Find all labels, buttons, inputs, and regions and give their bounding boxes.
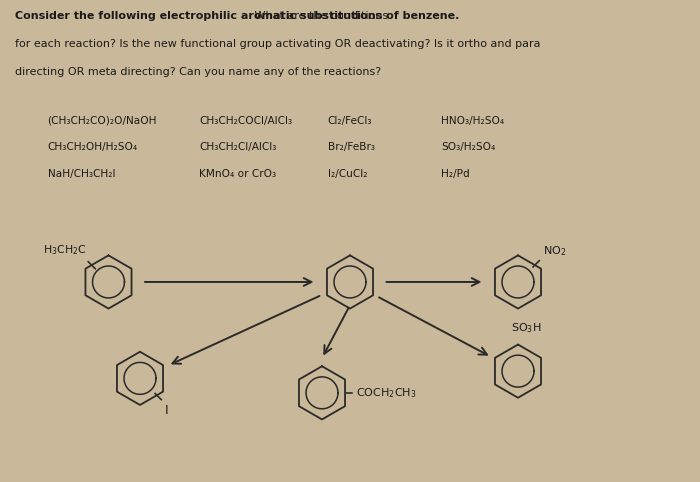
Text: CH₃CH₂COCI/AlCl₃: CH₃CH₂COCI/AlCl₃ xyxy=(199,116,293,126)
Text: Cl₂/FeCl₃: Cl₂/FeCl₃ xyxy=(328,116,372,126)
Text: for each reaction? Is the new functional group activating OR deactivating? Is it: for each reaction? Is the new functional… xyxy=(15,39,541,49)
Text: SO₃/H₂SO₄: SO₃/H₂SO₄ xyxy=(441,142,496,152)
Text: CH₃CH₂OH/H₂SO₄: CH₃CH₂OH/H₂SO₄ xyxy=(48,142,138,152)
Text: Br₂/FeBr₃: Br₂/FeBr₃ xyxy=(328,142,374,152)
Text: KMnO₄ or CrO₃: KMnO₄ or CrO₃ xyxy=(199,169,276,179)
Text: NO$_2$: NO$_2$ xyxy=(542,244,566,258)
Text: SO$_3$H: SO$_3$H xyxy=(511,321,542,335)
Text: COCH$_2$CH$_3$: COCH$_2$CH$_3$ xyxy=(356,386,416,400)
Text: directing OR meta directing? Can you name any of the reactions?: directing OR meta directing? Can you nam… xyxy=(15,67,382,77)
Text: Consider the following electrophilic aromatic substitutions of benzene.: Consider the following electrophilic aro… xyxy=(15,11,460,21)
Text: I: I xyxy=(164,404,169,417)
Text: H₂/Pd: H₂/Pd xyxy=(441,169,470,179)
Text: What are the conditions: What are the conditions xyxy=(251,11,388,21)
Text: H$_3$CH$_2$C: H$_3$CH$_2$C xyxy=(43,243,87,257)
Text: NaH/CH₃CH₂I: NaH/CH₃CH₂I xyxy=(48,169,115,179)
Text: CH₃CH₂Cl/AlCl₃: CH₃CH₂Cl/AlCl₃ xyxy=(199,142,277,152)
Text: I₂/CuCl₂: I₂/CuCl₂ xyxy=(328,169,367,179)
Text: HNO₃/H₂SO₄: HNO₃/H₂SO₄ xyxy=(441,116,504,126)
Text: (CH₃CH₂CO)₂O/NaOH: (CH₃CH₂CO)₂O/NaOH xyxy=(48,116,157,126)
